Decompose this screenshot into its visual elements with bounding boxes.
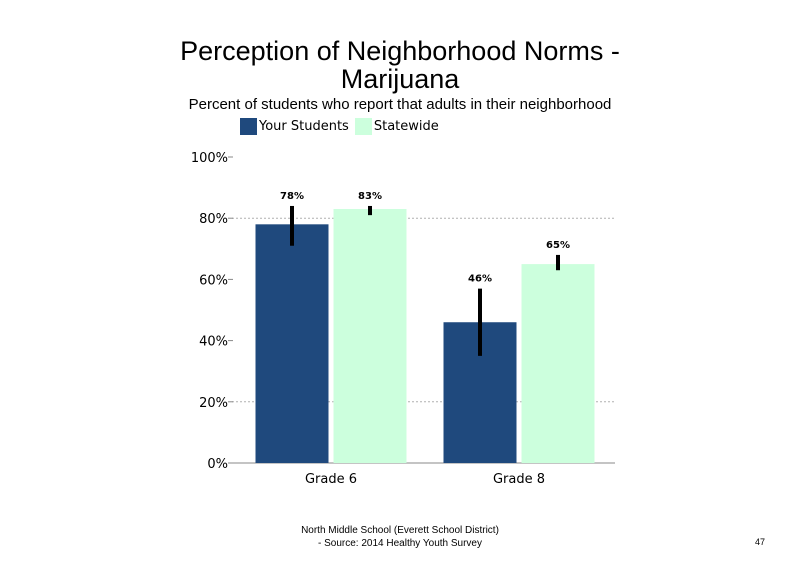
legend-label-statewide: Statewide (373, 119, 439, 134)
legend-label-your-students: Your Students (259, 119, 349, 134)
bar (333, 209, 407, 463)
legend-swatch-your-students (240, 118, 257, 135)
y-tick-label: 20% (199, 396, 228, 411)
chart-subtitle: Percent of students who report that adul… (188, 96, 612, 113)
y-tick-label: 80% (199, 212, 228, 227)
legend-swatch-statewide (354, 118, 372, 135)
x-tick-label: Grade 6 (305, 472, 357, 487)
bar (443, 322, 517, 463)
data-label: 46% (468, 274, 492, 285)
legend-item-statewide: Statewide (354, 118, 439, 135)
data-label: 65% (546, 240, 570, 251)
chart-legend: Your Students Statewide (240, 118, 445, 135)
y-tick-label: 0% (207, 457, 228, 472)
footer-source-line: - Source: 2014 Healthy Youth Survey (318, 538, 482, 549)
legend-item-your-students: Your Students (240, 118, 349, 135)
data-label: 78% (280, 191, 304, 202)
bar (521, 264, 595, 463)
bar (255, 224, 329, 463)
page-number: 47 (755, 537, 766, 547)
y-tick-label: 100% (191, 151, 228, 166)
data-label: 83% (358, 191, 382, 202)
chart-title-line1: Perception of Neighborhood Norms - (180, 36, 620, 66)
footer-source: North Middle School (Everett School Dist… (250, 524, 550, 550)
y-tick-label: 40% (199, 335, 228, 350)
y-tick-label: 60% (199, 273, 228, 288)
chart-title-line2: Marijuana (340, 64, 460, 94)
x-tick-label: Grade 8 (493, 472, 545, 487)
footer-school: North Middle School (Everett School Dist… (301, 525, 499, 536)
